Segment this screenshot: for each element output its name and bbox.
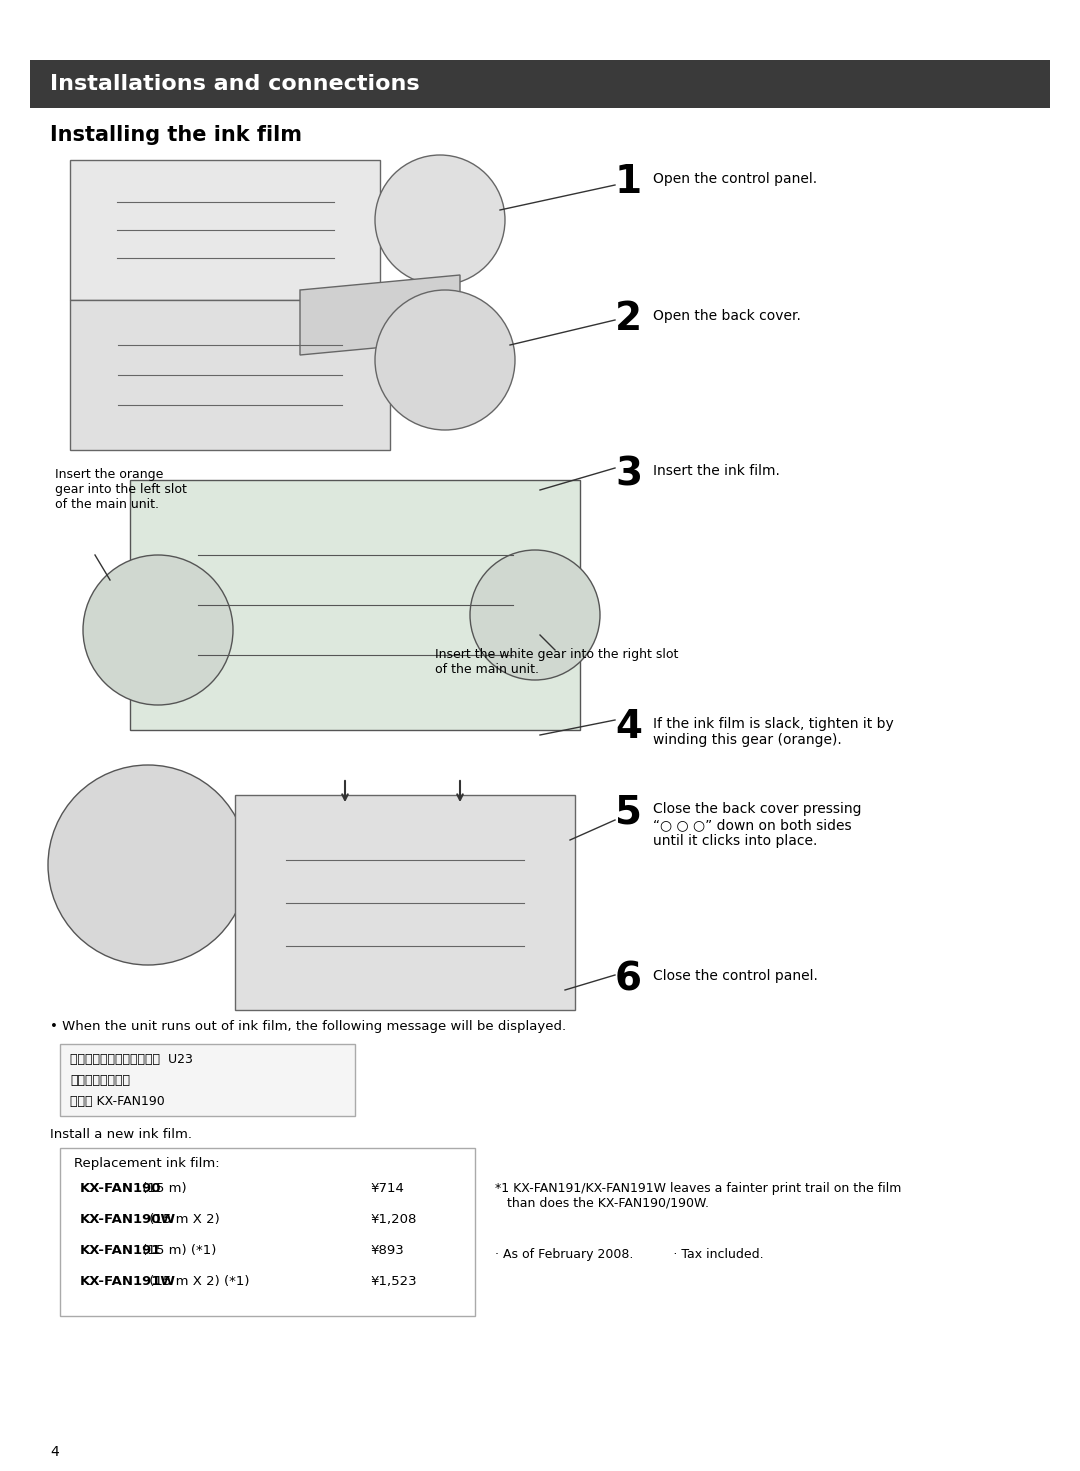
Text: (15 m) (*1): (15 m) (*1) bbox=[138, 1244, 216, 1258]
Text: If the ink film is slack, tighten it by
winding this gear (orange).: If the ink film is slack, tighten it by … bbox=[653, 716, 894, 747]
Text: Open the control panel.: Open the control panel. bbox=[653, 172, 818, 185]
Text: ¥1,523: ¥1,523 bbox=[370, 1275, 417, 1289]
Text: 2: 2 bbox=[615, 300, 643, 338]
Circle shape bbox=[48, 765, 248, 965]
Text: 5: 5 bbox=[615, 793, 642, 831]
Text: (15 m X 2): (15 m X 2) bbox=[145, 1214, 219, 1225]
Text: (15 m): (15 m) bbox=[138, 1183, 187, 1194]
Text: 4: 4 bbox=[50, 1445, 58, 1459]
Text: • When the unit runs out of ink film, the following message will be displayed.: • When the unit runs out of ink film, th… bbox=[50, 1019, 566, 1033]
Text: Open the back cover.: Open the back cover. bbox=[653, 309, 801, 324]
Text: 交換してください: 交換してください bbox=[70, 1074, 130, 1087]
Text: KX-FAN190: KX-FAN190 bbox=[80, 1183, 162, 1194]
Bar bbox=[30, 60, 1050, 107]
Circle shape bbox=[83, 555, 233, 705]
Bar bbox=[70, 300, 390, 450]
Text: ¥714: ¥714 bbox=[370, 1183, 404, 1194]
Circle shape bbox=[470, 550, 600, 680]
Text: 3: 3 bbox=[615, 455, 643, 493]
Text: Insert the ink film.: Insert the ink film. bbox=[653, 463, 780, 478]
Text: Installations and connections: Installations and connections bbox=[50, 74, 420, 94]
Text: フィルムがなくなりました  U23: フィルムがなくなりました U23 bbox=[70, 1053, 193, 1066]
Text: KX-FAN190W: KX-FAN190W bbox=[80, 1214, 176, 1225]
Circle shape bbox=[375, 290, 515, 430]
Text: · As of February 2008.          · Tax included.: · As of February 2008. · Tax included. bbox=[495, 1247, 764, 1261]
Text: ¥1,208: ¥1,208 bbox=[370, 1214, 417, 1225]
Text: Insert the white gear into the right slot
of the main unit.: Insert the white gear into the right slo… bbox=[435, 649, 678, 677]
Bar bbox=[60, 1147, 475, 1317]
Text: Installing the ink film: Installing the ink film bbox=[50, 125, 302, 146]
Text: Close the control panel.: Close the control panel. bbox=[653, 969, 818, 983]
Bar bbox=[70, 160, 380, 300]
Text: 4: 4 bbox=[615, 708, 642, 746]
Text: (15 m X 2) (*1): (15 m X 2) (*1) bbox=[145, 1275, 249, 1289]
Text: *1 KX-FAN191/KX-FAN191W leaves a fainter print trail on the film
   than does th: *1 KX-FAN191/KX-FAN191W leaves a fainter… bbox=[495, 1183, 902, 1211]
Text: KX-FAN191W: KX-FAN191W bbox=[80, 1275, 176, 1289]
Text: ¥893: ¥893 bbox=[370, 1244, 404, 1258]
Text: Close the back cover pressing
“○ ○ ○” down on both sides
until it clicks into pl: Close the back cover pressing “○ ○ ○” do… bbox=[653, 802, 862, 849]
Text: Install a new ink film.: Install a new ink film. bbox=[50, 1128, 192, 1141]
Bar bbox=[60, 1044, 355, 1116]
Text: KX-FAN191: KX-FAN191 bbox=[80, 1244, 161, 1258]
Bar bbox=[130, 480, 580, 730]
Text: Insert the orange
gear into the left slot
of the main unit.: Insert the orange gear into the left slo… bbox=[55, 468, 187, 510]
Polygon shape bbox=[300, 275, 460, 355]
Text: 品番： KX-FAN190: 品番： KX-FAN190 bbox=[70, 1094, 165, 1108]
Text: Replacement ink film:: Replacement ink film: bbox=[75, 1158, 219, 1169]
Text: 1: 1 bbox=[615, 163, 643, 202]
Bar bbox=[235, 794, 575, 1011]
Text: 6: 6 bbox=[615, 961, 642, 997]
Circle shape bbox=[375, 154, 505, 285]
